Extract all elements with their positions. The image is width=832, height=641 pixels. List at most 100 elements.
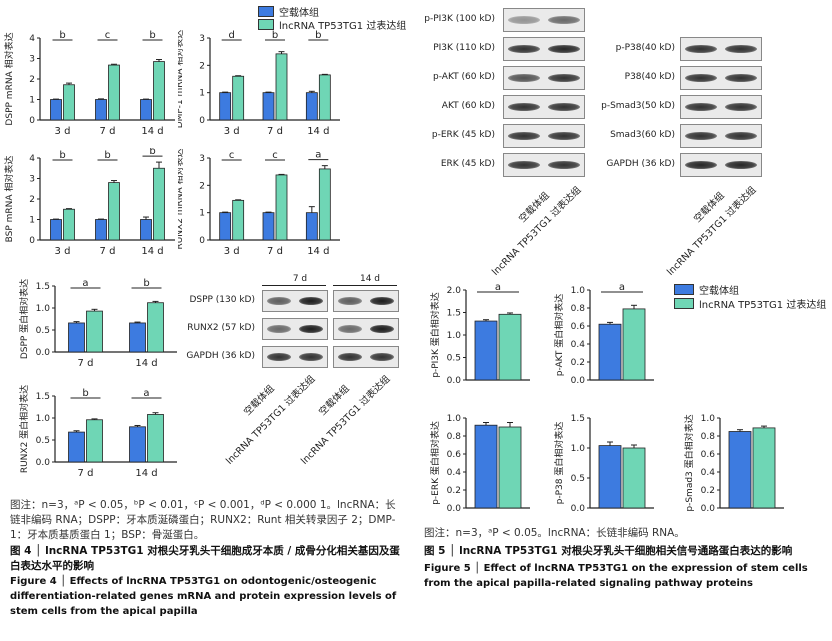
blot-label-ppi3k: p-PI3K (100 kD) [424, 14, 495, 24]
sig-label: c [229, 150, 235, 161]
fig5-right-lane [680, 66, 762, 90]
fig4-7d-lane [262, 346, 328, 368]
legend5-label: lncRNA TP53TG1 过表达组 [699, 300, 827, 311]
sig-label: c [272, 150, 278, 161]
fig5-right-lane [680, 153, 762, 177]
fig4-7d-lane [262, 318, 328, 340]
fig4-14d-lane [333, 346, 399, 368]
sig-label: a [619, 282, 625, 293]
x-tick-label: 7 d [267, 246, 283, 257]
blot-label-gapdh5: GAPDH (36 kD) [606, 159, 675, 169]
blot-band [685, 161, 717, 169]
blot-band [548, 132, 580, 140]
blot-label-pp38: p-P38(40 kD) [615, 43, 675, 53]
x-tick-label: 3 d [55, 126, 71, 137]
blot-label-smad3: Smad3(60 kD) [610, 130, 675, 140]
y-tick-label: 0.8 [571, 304, 586, 314]
blot-band [725, 74, 757, 82]
y-tick-label: 0 [29, 116, 35, 126]
fig5-left-lane [503, 95, 585, 119]
y-tick-label: 0.6 [447, 450, 462, 460]
blot-band [508, 103, 540, 111]
bar-oe [232, 75, 245, 121]
chart-dspp-mrna: 0 1 2 3 4 DSPP mRNA 相对表达 3 d b 7 d c 14 d b [3, 30, 175, 137]
bar-ctrl [305, 92, 318, 121]
y-axis-label: p-P38 蛋白相对表达 [553, 422, 565, 505]
y-axis-label: p-Smad3 蛋白相对表达 [683, 414, 695, 511]
blot-bracket-7d [262, 285, 326, 286]
chart-bsp-mrna: 0 1 2 3 4 BSP mRNA 相对表达 3 d b 7 d b 14 d b [3, 148, 175, 257]
fig5-left-lane [503, 153, 585, 177]
bar-ctrl [50, 99, 62, 121]
sig-label: b [59, 30, 65, 41]
bar-ctrl [68, 431, 85, 463]
chart-psmad3: 0.0 0.2 0.4 0.6 0.8 1.0 p-Smad3 蛋白相对表达 [683, 414, 784, 514]
sig-label: d [228, 30, 234, 41]
y-tick-label: 0.4 [447, 468, 462, 478]
fig5-right-lane [680, 124, 762, 148]
blot-band [299, 353, 323, 361]
blot-band [508, 45, 540, 53]
blot-label-runx2: RUNX2 (57 kD) [187, 323, 255, 333]
sig-label: a [143, 388, 149, 399]
chart-dspp-protein: 0.0 0.5 1.0 1.5 DSPP 蛋白相对表达 7 d a 14 d b [18, 278, 177, 369]
y-tick-label: 2 [29, 75, 35, 85]
fig5-title-en: Figure 5 │ Effect of lncRNA TP53TG1 on t… [424, 563, 808, 589]
blot-bracket-14d [333, 285, 397, 286]
y-tick-label: 3 [199, 154, 205, 164]
y-tick-label: 3 [199, 34, 205, 44]
bar-ctrl [140, 99, 152, 121]
bar-ctrl [140, 219, 152, 241]
fig5-right-lane [680, 95, 762, 119]
blot-label-perk: p-ERK (45 kD) [431, 130, 495, 140]
y-tick-label: 1.0 [447, 331, 462, 341]
x-tick-label: 14 d [135, 358, 157, 369]
y-tick-label: 0.2 [701, 486, 715, 496]
bar-ctrl [68, 322, 85, 353]
legend-label: lncRNA TP53TG1 过表达组 [279, 21, 407, 32]
x-tick-label: 3 d [224, 126, 240, 137]
bar-ctrl [474, 320, 498, 381]
blot-label-akt: AKT (60 kD) [441, 101, 495, 111]
y-tick-label: 0.5 [36, 326, 50, 336]
x-tick-label: 3 d [55, 246, 71, 257]
y-tick-label: 4 [29, 154, 35, 164]
y-tick-label: 0.6 [701, 450, 716, 460]
bar-oe [498, 426, 522, 509]
blot-label-dspp: DSPP (130 kD) [189, 295, 255, 305]
chart-pp38: 0.0 0.5 1.0 1.5 p-P38 蛋白相对表达 [553, 414, 654, 514]
y-axis-label: BSP mRNA 相对表达 [3, 156, 15, 243]
bar-oe [275, 53, 288, 121]
x-tick-label: 14 d [135, 468, 157, 479]
y-tick-label: 1 [199, 89, 205, 99]
bar-oe [622, 447, 646, 509]
legend-oe: lncRNA TP53TG1 过表达组 [258, 17, 406, 32]
bar-oe [318, 74, 331, 121]
y-tick-label: 0.0 [447, 376, 462, 386]
chart-ppi3k: 0.0 0.5 1.0 1.5 2.0 p-PI3K 蛋白相对表达 a [429, 282, 530, 386]
bar-ctrl [305, 212, 318, 241]
y-tick-label: 1.0 [701, 414, 716, 424]
bar-oe [147, 302, 164, 353]
y-tick-label: 0.0 [36, 458, 51, 468]
blot-band [338, 297, 362, 305]
y-tick-label: 0.2 [447, 486, 461, 496]
fig5-note: 图注：n=3，ᵃP < 0.05。lncRNA：长链非编码 RNA。 [424, 527, 685, 539]
sig-label: b [59, 150, 65, 161]
blot-band [508, 161, 540, 169]
sig-label: c [105, 30, 111, 41]
y-tick-label: 0.6 [571, 322, 586, 332]
fig5-left-lane [503, 8, 585, 32]
sig-label: b [143, 278, 149, 289]
y-tick-label: 1 [199, 209, 205, 219]
bar-ctrl [219, 92, 232, 121]
chart-perk: 0.0 0.2 0.4 0.6 0.8 1.0 p-ERK 蛋白相对表达 [429, 414, 530, 514]
sig-label: a [315, 150, 321, 161]
legend-swatch-blue [258, 6, 274, 17]
bar-ctrl [598, 445, 622, 509]
bar-ctrl [474, 424, 498, 509]
bar-oe [153, 61, 165, 121]
y-axis-label: p-ERK 蛋白相对表达 [429, 421, 441, 505]
blot-band [338, 325, 362, 333]
y-tick-label: 3 [29, 55, 35, 65]
